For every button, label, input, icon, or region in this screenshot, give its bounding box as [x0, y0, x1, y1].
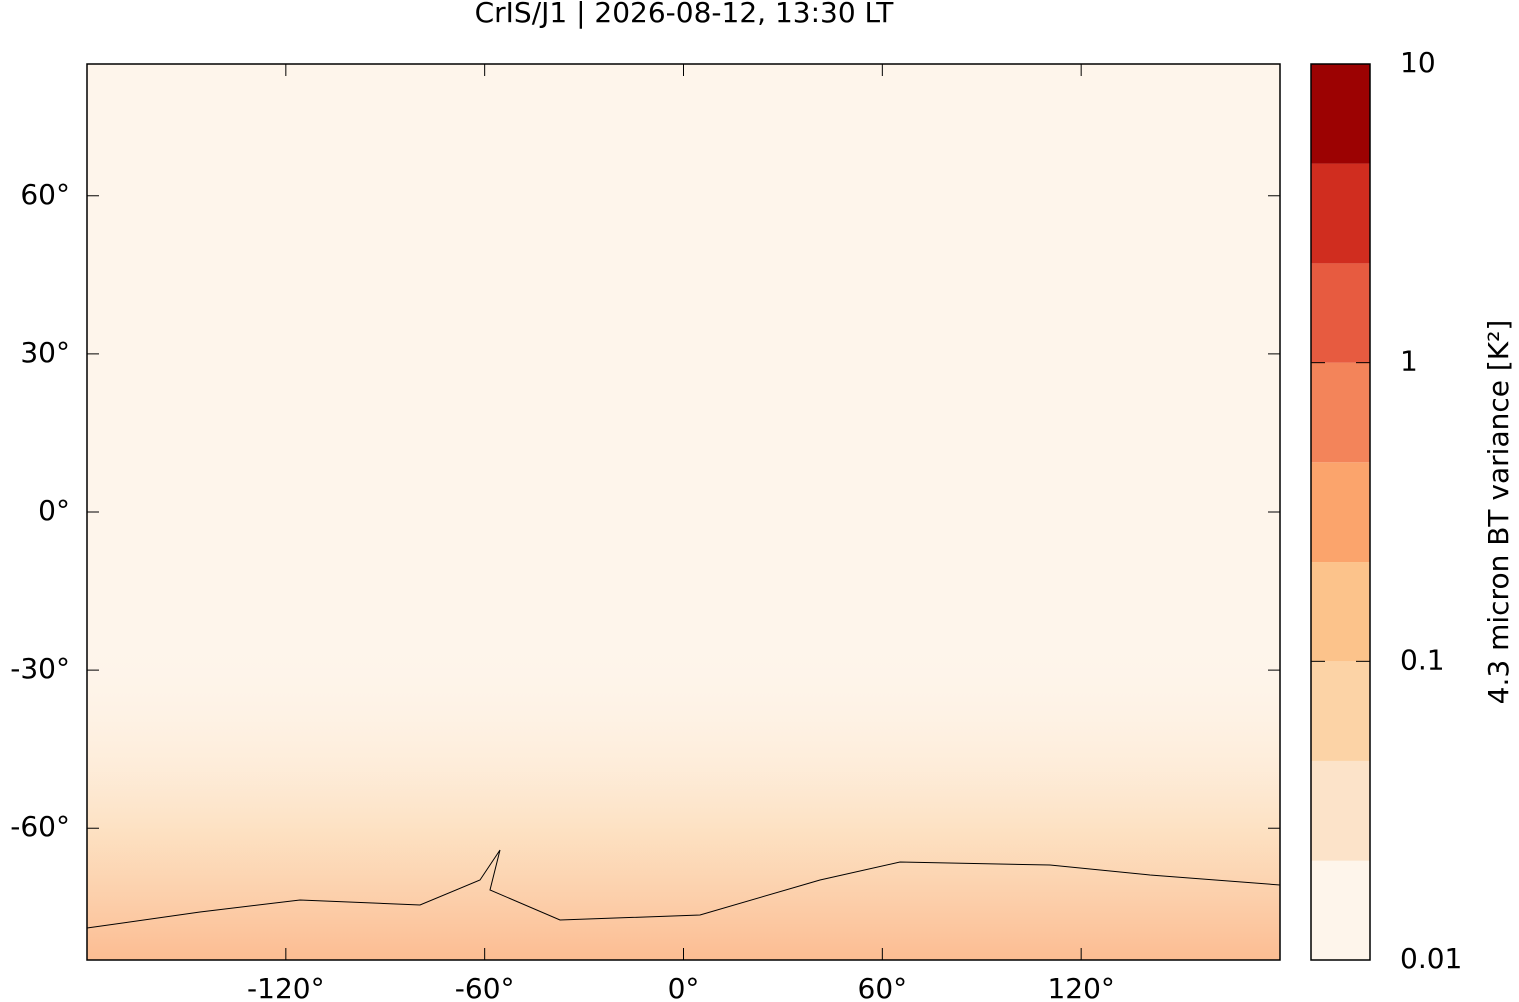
y-tick-label: -60°: [10, 810, 70, 843]
colorbar-band: [1311, 163, 1370, 264]
colorbar-band: [1311, 661, 1370, 761]
colorbar-tick-label: 10: [1400, 46, 1436, 79]
colorbar-band: [1311, 64, 1370, 164]
chart-title: CrIS/J1 | 2026-08-12, 13:30 LT: [475, 0, 895, 29]
colorbar-frame: [1310, 63, 1371, 961]
coastline: [86, 849, 1281, 929]
colorbar-band: [1311, 760, 1370, 861]
x-tick-label: -120°: [247, 972, 325, 1002]
colorbar-band: [1311, 860, 1370, 960]
x-tick-label: -60°: [455, 972, 515, 1002]
colorbar-band: [1311, 462, 1370, 563]
x-tick-label: 0°: [668, 972, 700, 1002]
x-tick-label: 60°: [858, 972, 908, 1002]
southern-field: [87, 640, 1280, 960]
x-tick-label: 120°: [1047, 972, 1114, 1002]
colorbar-tick-label: 0.01: [1400, 942, 1462, 975]
colorbar-band: [1311, 362, 1370, 463]
colorbar-band: [1311, 562, 1370, 662]
colorbar-tick-label: 1: [1400, 345, 1418, 378]
colorbar-tick-label: 0.1: [1400, 643, 1445, 676]
y-tick-label: 60°: [20, 178, 70, 211]
y-tick-label: 30°: [20, 336, 70, 369]
y-tick-label: 0°: [38, 494, 70, 527]
colorbar-band: [1311, 263, 1370, 363]
colorbar-label: 4.3 micron BT variance [K²]: [1482, 320, 1515, 705]
y-tick-label: -30°: [10, 652, 70, 685]
